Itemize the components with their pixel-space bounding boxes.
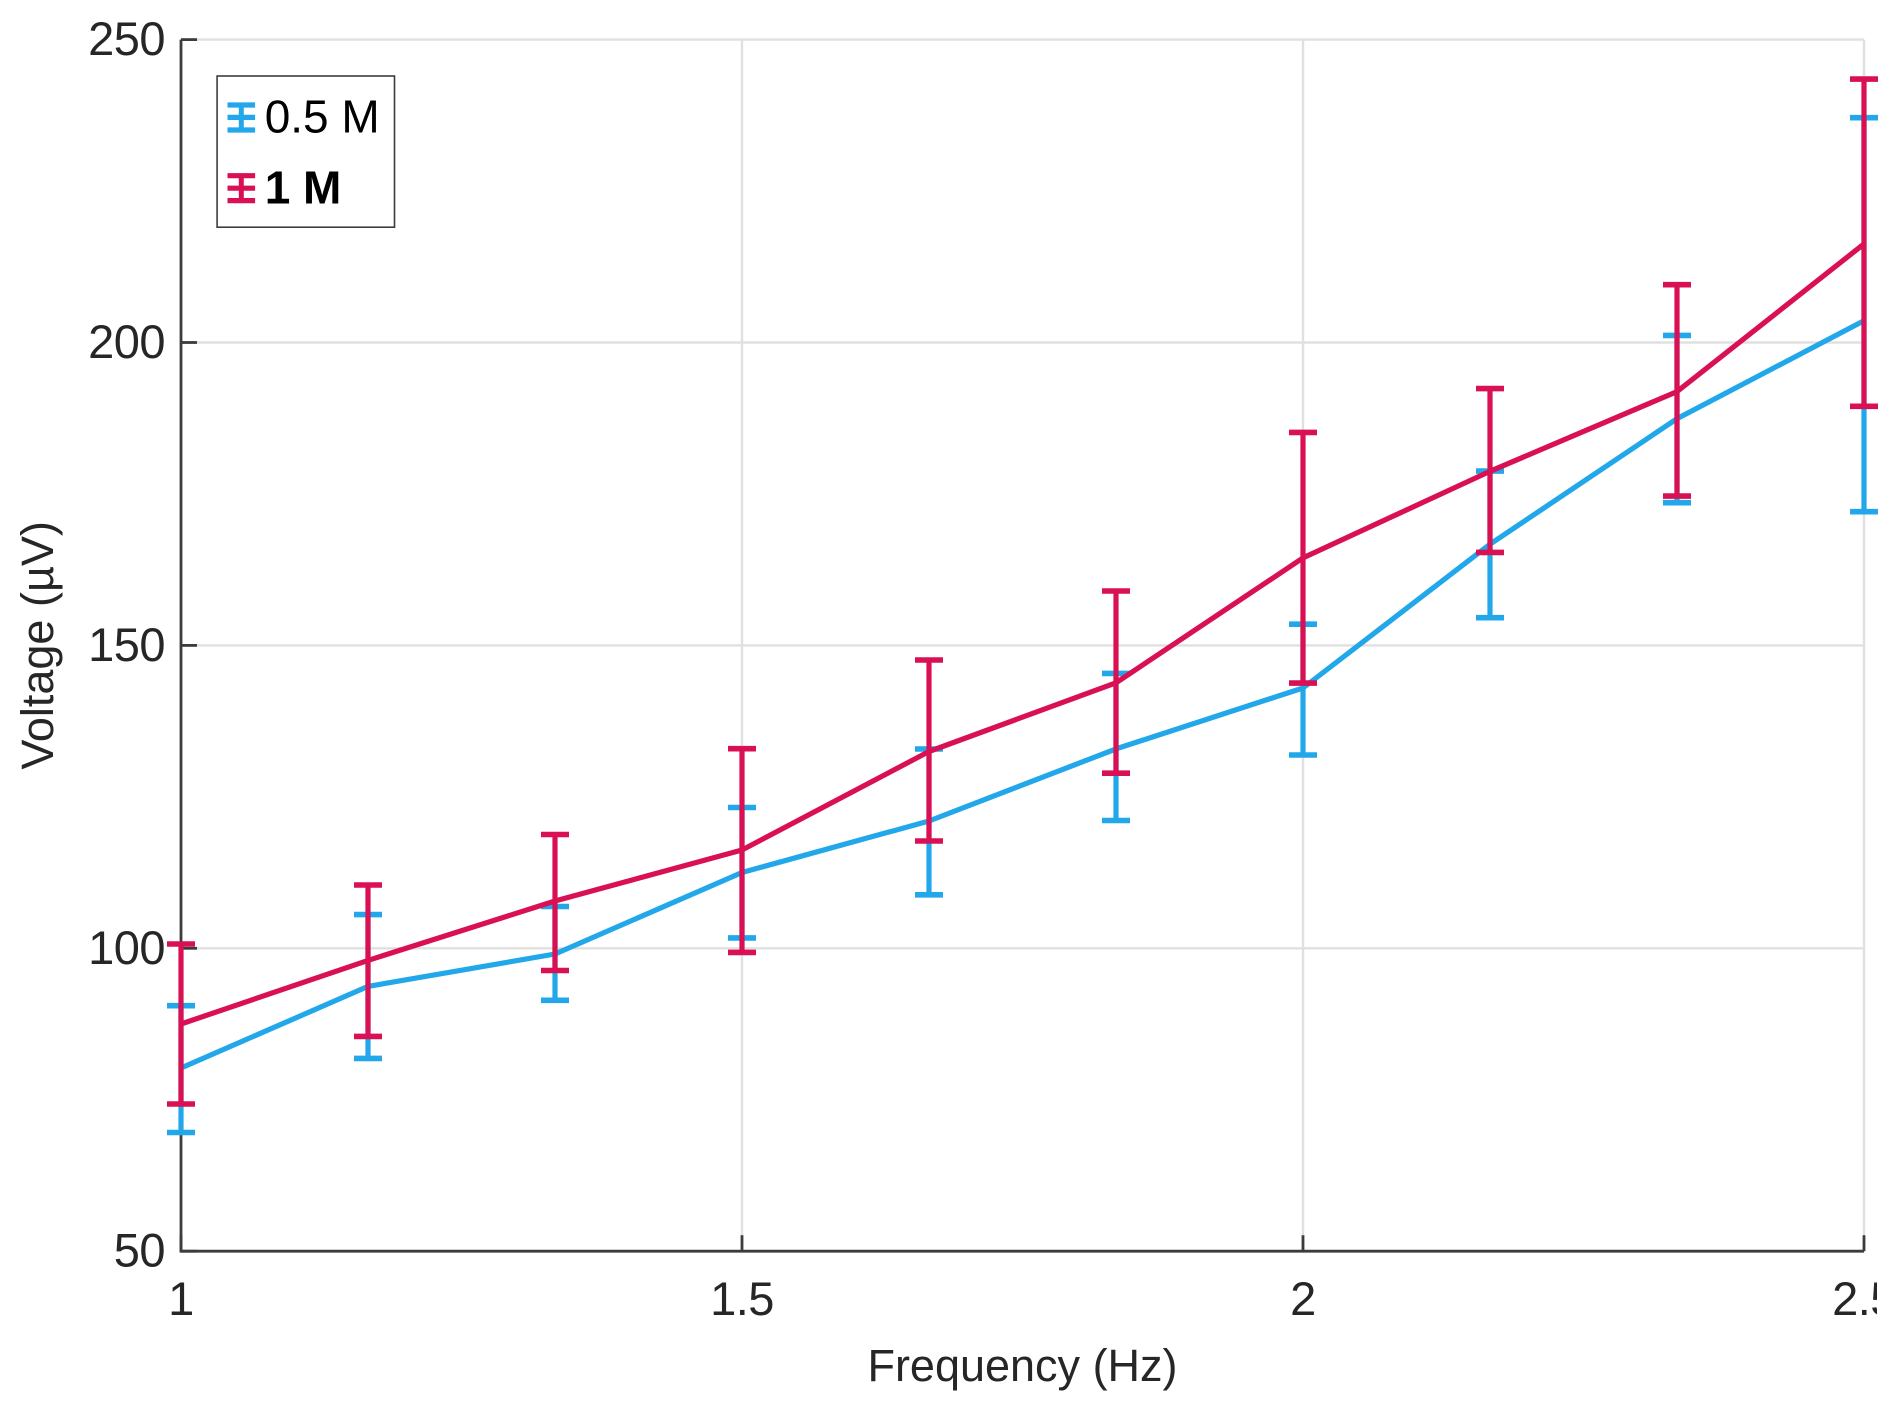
svg-text:2.5: 2.5 [1832, 1272, 1892, 1325]
svg-text:1.5: 1.5 [710, 1272, 774, 1325]
svg-text:Frequency (Hz): Frequency (Hz) [867, 1340, 1177, 1391]
svg-text:100: 100 [88, 921, 165, 974]
svg-text:0.5 M: 0.5 M [265, 90, 380, 142]
svg-text:Voltage (µV): Voltage (µV) [12, 521, 63, 770]
svg-text:1: 1 [168, 1272, 194, 1325]
svg-text:50: 50 [114, 1224, 165, 1277]
svg-text:250: 250 [88, 12, 165, 65]
svg-text:150: 150 [88, 618, 165, 671]
svg-text:2: 2 [1290, 1272, 1316, 1325]
svg-text:200: 200 [88, 315, 165, 368]
svg-text:1 M: 1 M [265, 161, 342, 213]
